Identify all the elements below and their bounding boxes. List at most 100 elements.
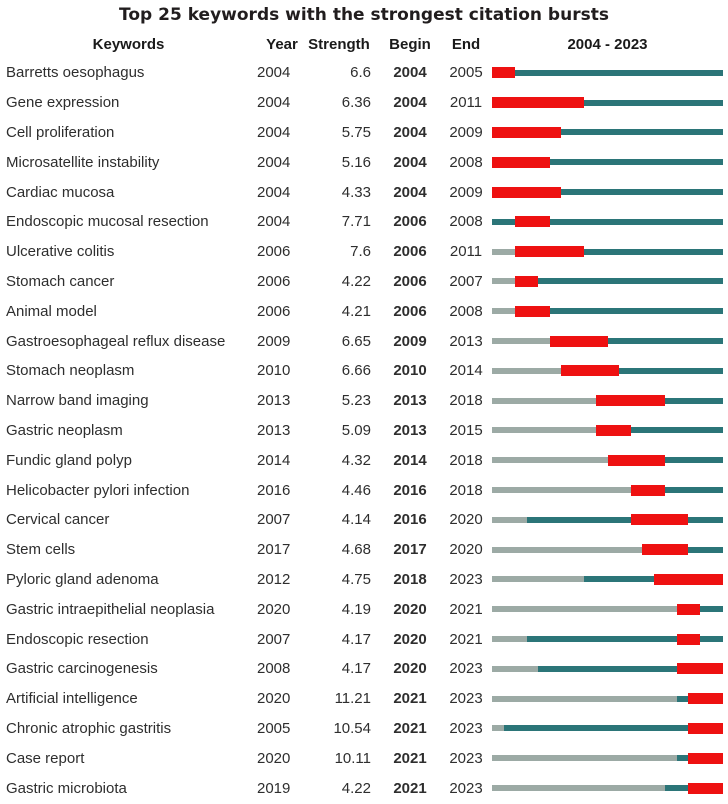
- year-cell: 2017: [257, 541, 291, 559]
- begin-cell: 2009: [393, 332, 427, 350]
- year-cell: 2004: [257, 123, 291, 141]
- keyword-cell: Stomach cancer: [6, 272, 115, 290]
- begin-cell: 2004: [393, 64, 427, 82]
- end-cell: 2020: [449, 511, 483, 529]
- strength-cell: 6.6: [350, 64, 371, 82]
- year-cell: 2005: [257, 719, 291, 737]
- keyword-cell: Gastroesophageal reflux disease: [6, 332, 226, 350]
- timeline-bar: [492, 246, 723, 258]
- strength-cell: 4.22: [341, 779, 371, 797]
- end-cell: 2011: [449, 243, 483, 261]
- table-row: Ulcerative colitis 2006 7.6 2006 2011: [0, 237, 728, 267]
- strength-cell: 4.14: [341, 511, 371, 529]
- burst-segment: [515, 305, 550, 317]
- burst-segment: [676, 633, 700, 645]
- table-row: Helicobacter pylori infection 2016 4.46 …: [0, 475, 728, 505]
- end-cell: 2008: [449, 302, 483, 320]
- strength-cell: 10.11: [334, 749, 371, 767]
- strength-cell: 5.75: [341, 123, 371, 141]
- begin-cell: 2014: [393, 451, 427, 469]
- timeline-bar: [492, 335, 723, 347]
- year-cell: 2020: [257, 749, 291, 767]
- begin-cell: 2006: [393, 213, 427, 231]
- table-row: Microsatellite instability 2004 5.16 200…: [0, 147, 728, 177]
- begin-cell: 2013: [393, 421, 427, 439]
- timeline-bar: [492, 573, 723, 585]
- end-cell: 2023: [449, 779, 483, 797]
- active-segment: [688, 516, 723, 523]
- pre-publication-segment: [492, 546, 643, 553]
- begin-cell: 2006: [393, 302, 427, 320]
- end-cell: 2011: [449, 94, 483, 112]
- strength-cell: 4.33: [341, 183, 371, 201]
- timeline-bar: [492, 365, 723, 377]
- year-cell: 2009: [257, 332, 291, 350]
- begin-cell: 2020: [393, 660, 427, 678]
- header-end: End: [451, 35, 481, 53]
- table-row: Gastric neoplasm 2013 5.09 2013 2015: [0, 416, 728, 446]
- pre-publication-segment: [492, 695, 677, 702]
- timeline-bar: [492, 305, 723, 317]
- active-segment: [526, 636, 677, 643]
- burst-segment: [688, 722, 723, 734]
- pre-publication-segment: [492, 457, 608, 464]
- year-cell: 2004: [257, 183, 291, 201]
- table-row: Stem cells 2017 4.68 2017 2020: [0, 535, 728, 565]
- year-cell: 2007: [257, 630, 291, 648]
- strength-cell: 5.16: [341, 153, 371, 171]
- burst-segment: [688, 693, 723, 705]
- burst-segment: [515, 275, 539, 287]
- strength-cell: 11.21: [334, 690, 371, 708]
- timeline-bar: [492, 693, 723, 705]
- table-row: Cervical cancer 2007 4.14 2016 2020: [0, 505, 728, 535]
- keyword-cell: Case report: [6, 749, 85, 767]
- keyword-cell: Helicobacter pylori infection: [6, 481, 190, 499]
- timeline-bar: [492, 633, 723, 645]
- end-cell: 2007: [449, 272, 483, 290]
- keyword-cell: Gastric intraepithelial neoplasia: [6, 600, 215, 618]
- begin-cell: 2016: [393, 511, 427, 529]
- pre-publication-segment: [492, 308, 516, 315]
- timeline-bar: [492, 484, 723, 496]
- timeline-bar: [492, 67, 723, 79]
- timeline-bar: [492, 395, 723, 407]
- pre-publication-segment: [492, 665, 539, 672]
- timeline-bar: [492, 454, 723, 466]
- end-cell: 2023: [449, 690, 483, 708]
- active-segment: [676, 695, 689, 702]
- timeline-bar: [492, 722, 723, 734]
- table-row: Stomach neoplasm 2010 6.66 2010 2014: [0, 356, 728, 386]
- table-row: Barretts oesophagus 2004 6.6 2004 2005: [0, 58, 728, 88]
- pre-publication-segment: [492, 725, 504, 732]
- keyword-cell: Chronic atrophic gastritis: [6, 719, 172, 737]
- begin-cell: 2004: [393, 153, 427, 171]
- year-cell: 2014: [257, 451, 291, 469]
- keyword-cell: Narrow band imaging: [6, 392, 149, 410]
- header-keywords: Keywords: [92, 35, 165, 53]
- end-cell: 2018: [449, 392, 483, 410]
- header-begin: Begin: [389, 35, 431, 53]
- year-cell: 2006: [257, 272, 291, 290]
- pre-publication-segment: [492, 785, 666, 792]
- year-cell: 2010: [257, 362, 291, 380]
- active-segment: [584, 248, 723, 255]
- timeline-bar: [492, 752, 723, 764]
- begin-cell: 2004: [393, 94, 427, 112]
- keyword-cell: Animal model: [6, 302, 97, 320]
- table-row: Endoscopic mucosal resection 2004 7.71 2…: [0, 207, 728, 237]
- end-cell: 2023: [449, 749, 483, 767]
- end-cell: 2023: [449, 570, 483, 588]
- year-cell: 2004: [257, 64, 291, 82]
- year-cell: 2004: [257, 213, 291, 231]
- begin-cell: 2006: [393, 243, 427, 261]
- active-segment: [549, 218, 723, 225]
- keyword-cell: Artificial intelligence: [6, 690, 138, 708]
- active-segment: [561, 189, 723, 196]
- active-segment: [630, 427, 723, 434]
- burst-segment: [676, 603, 700, 615]
- table-row: Gastric microbiota 2019 4.22 2021 2023: [0, 773, 728, 803]
- active-segment: [561, 129, 723, 136]
- pre-publication-segment: [492, 516, 527, 523]
- timeline-bar: [492, 126, 723, 138]
- pre-publication-segment: [492, 755, 677, 762]
